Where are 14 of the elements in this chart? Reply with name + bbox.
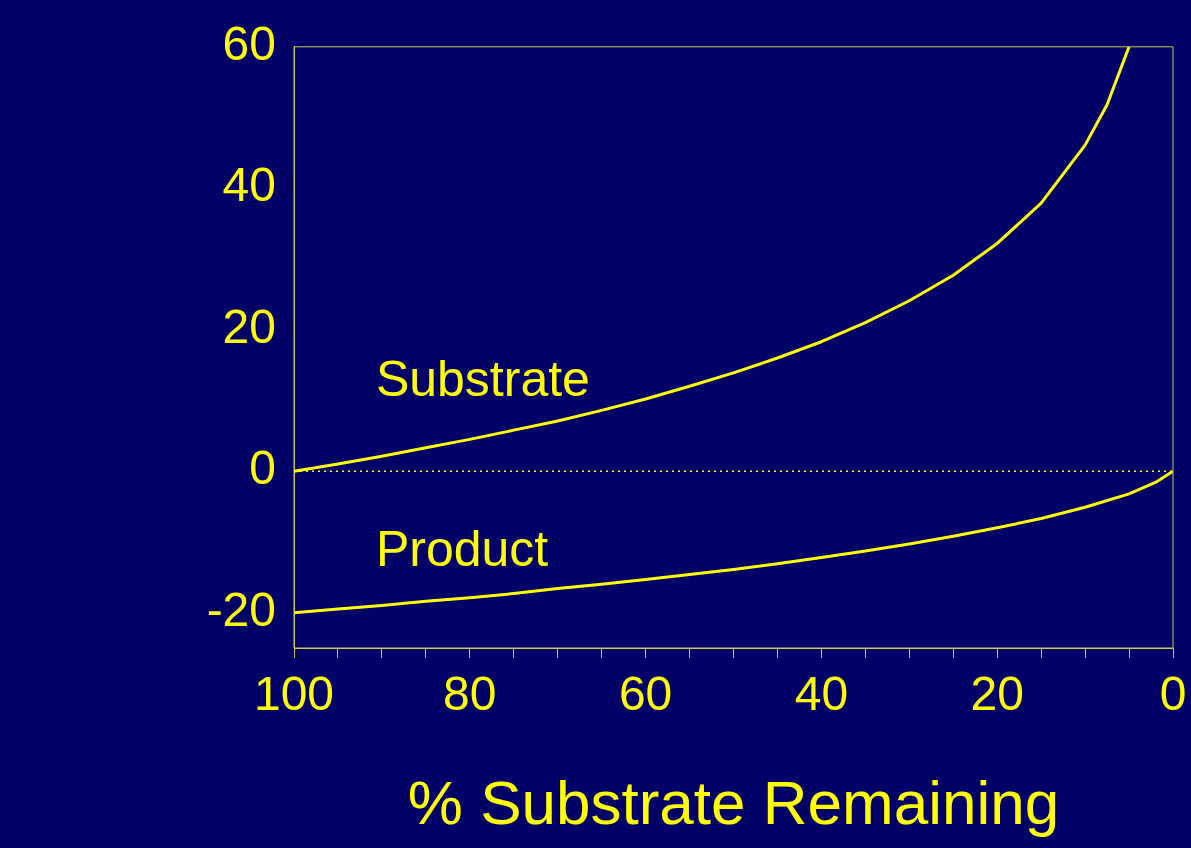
x-tick-label: 0 [1159, 667, 1187, 721]
y-tick-label: 20 [222, 299, 276, 353]
y-tick-label: 60 [222, 17, 276, 71]
y-tick-label: 0 [249, 441, 276, 495]
x-axis-title: % Substrate Remaining [407, 767, 1060, 837]
x-tick-label: 20 [970, 667, 1024, 721]
x-tick-label: 100 [253, 667, 335, 721]
y-tick-label: 40 [222, 158, 276, 212]
x-tick-label: 40 [794, 667, 849, 721]
x-tick-label: 80 [443, 667, 497, 721]
x-tick-label: 60 [618, 667, 673, 721]
y-tick-label: -20 [206, 582, 276, 636]
series-label: Substrate [375, 351, 590, 408]
series-label: Product [375, 520, 549, 577]
